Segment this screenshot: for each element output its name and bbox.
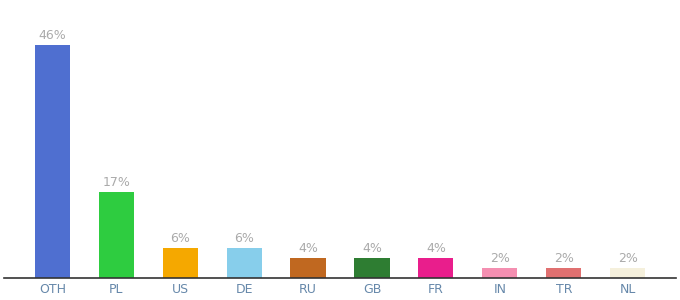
Bar <box>354 258 390 278</box>
Bar <box>226 248 262 278</box>
Text: 46%: 46% <box>38 29 66 42</box>
Bar <box>290 258 326 278</box>
Bar <box>99 192 134 278</box>
Bar <box>482 268 517 278</box>
Bar <box>418 258 454 278</box>
Text: 4%: 4% <box>362 242 382 255</box>
Bar <box>546 268 581 278</box>
Text: 6%: 6% <box>234 232 254 245</box>
Text: 2%: 2% <box>554 252 574 265</box>
Bar <box>163 248 198 278</box>
Text: 2%: 2% <box>618 252 638 265</box>
Text: 4%: 4% <box>298 242 318 255</box>
Text: 6%: 6% <box>170 232 190 245</box>
Bar <box>35 45 70 278</box>
Text: 17%: 17% <box>102 176 130 189</box>
Bar <box>610 268 645 278</box>
Text: 2%: 2% <box>490 252 510 265</box>
Text: 4%: 4% <box>426 242 446 255</box>
